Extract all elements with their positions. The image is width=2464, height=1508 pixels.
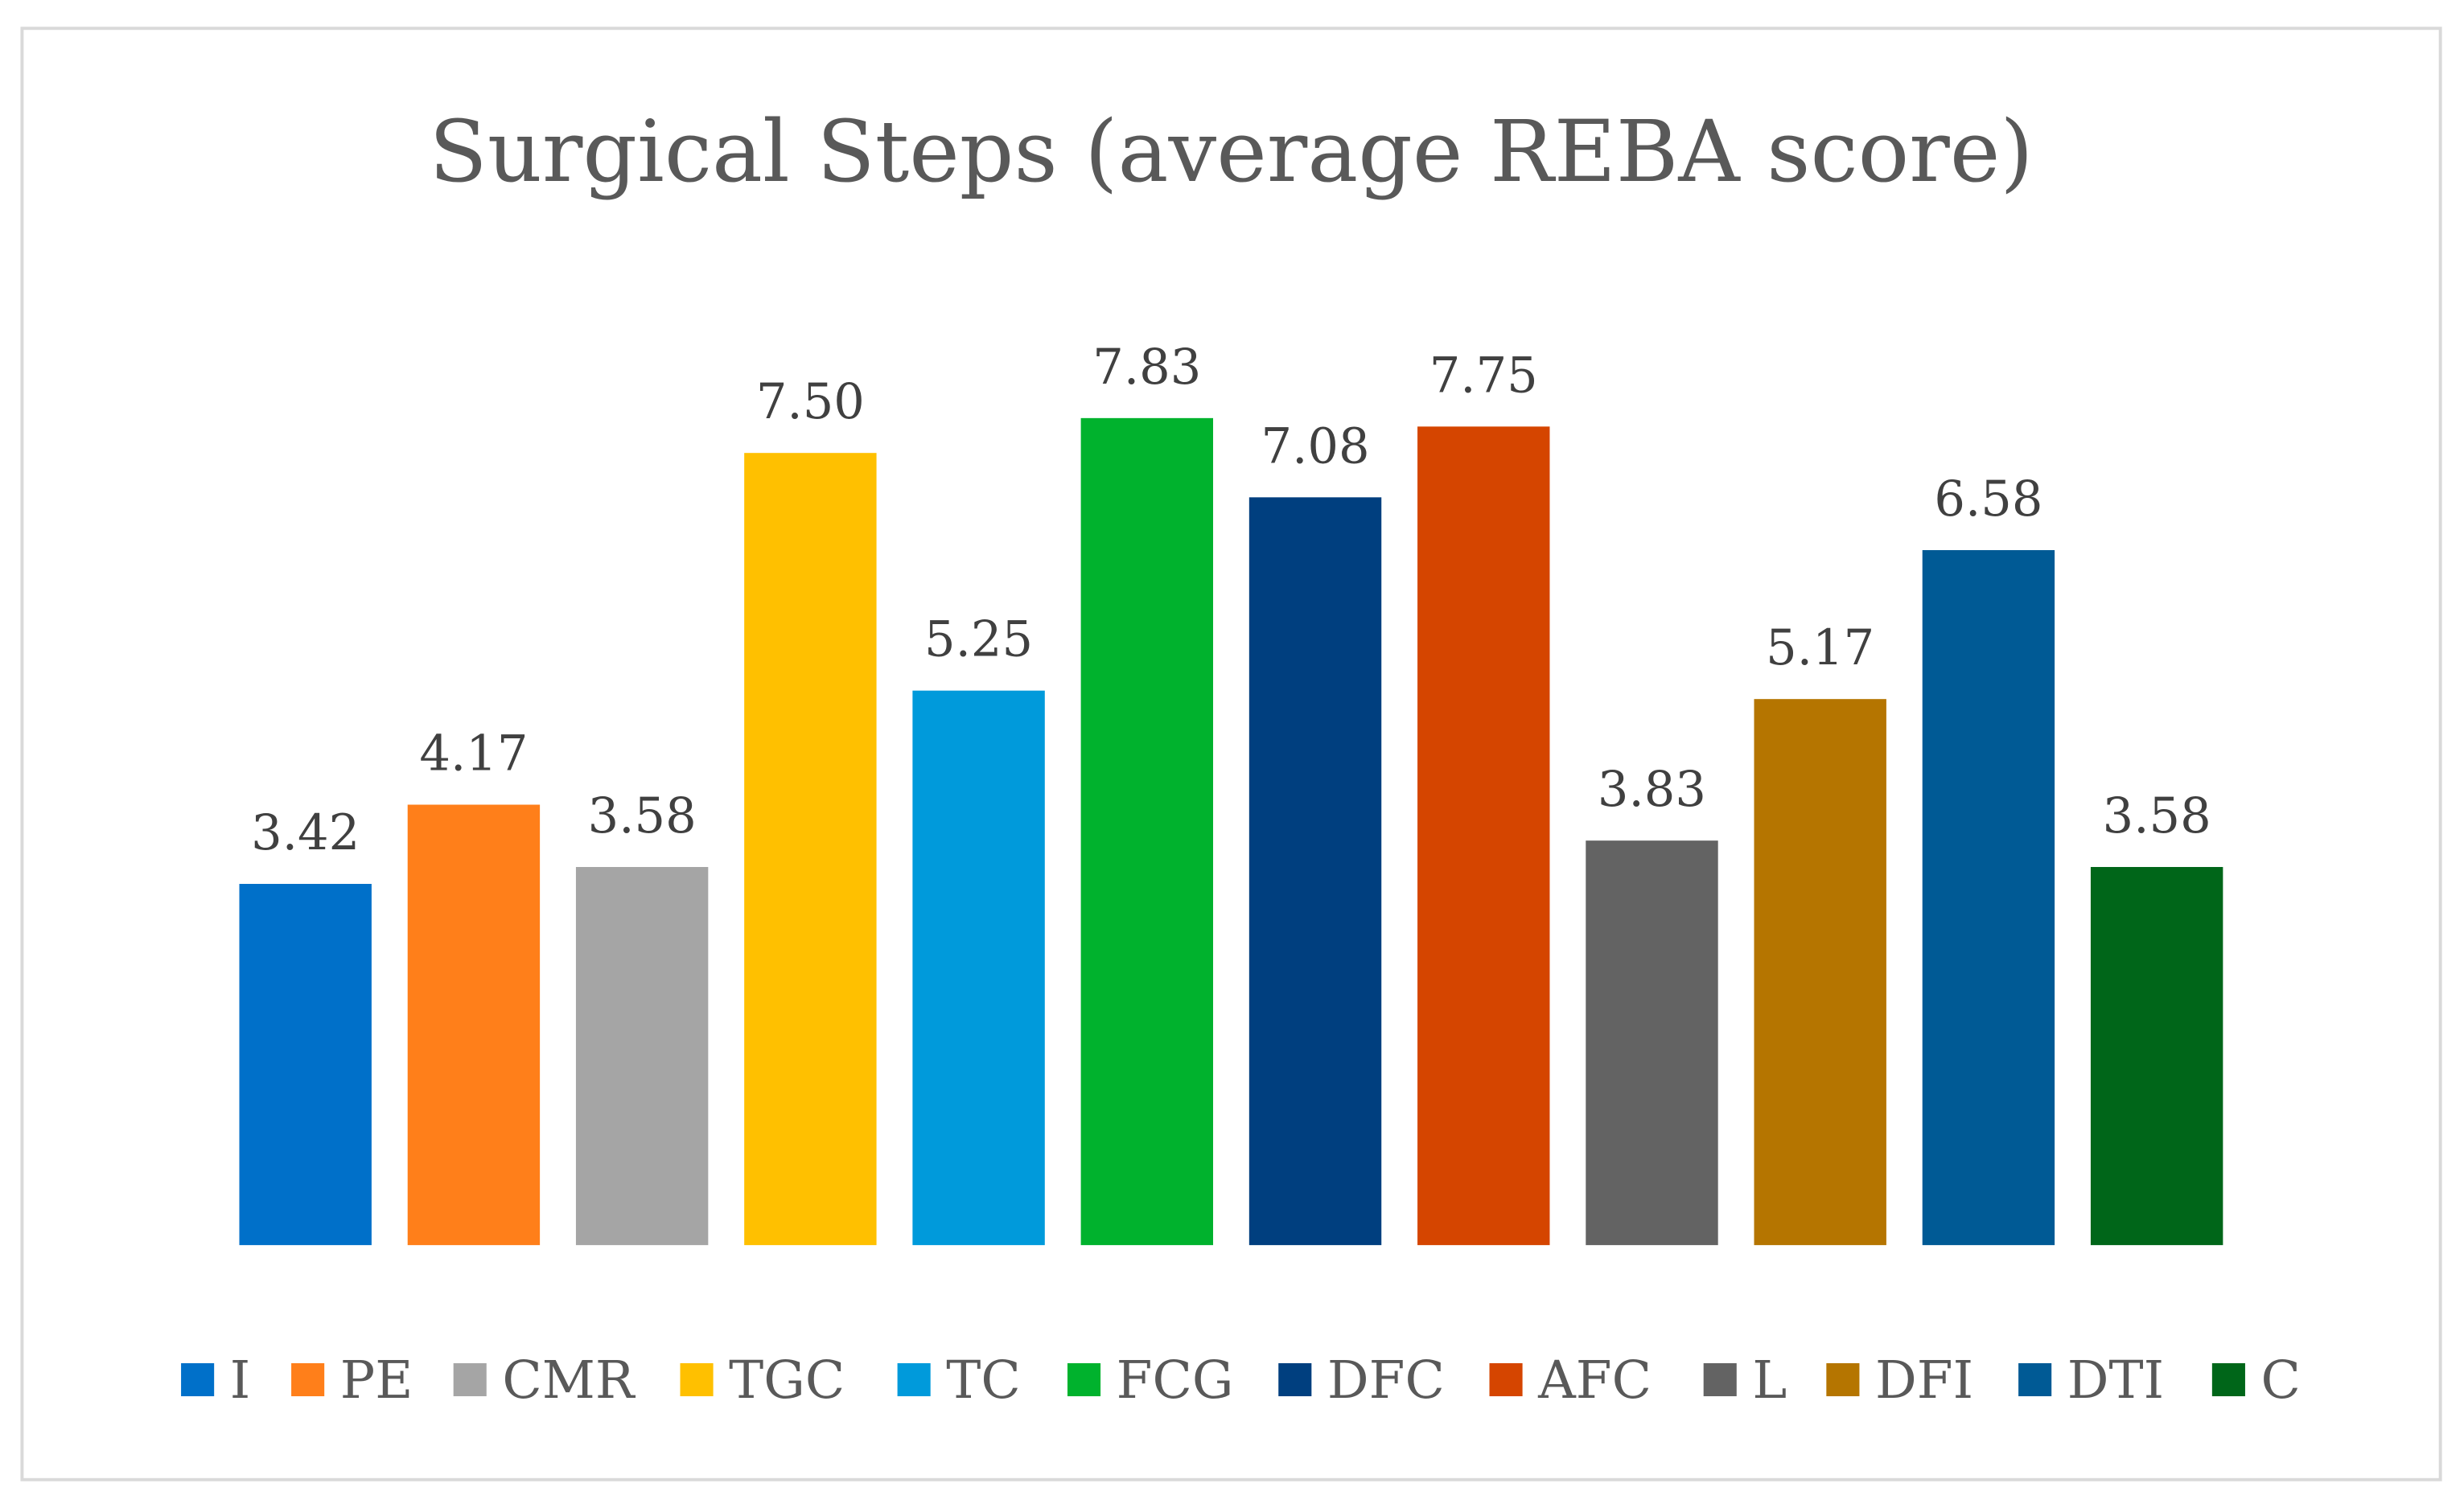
legend-label: DFC [1327,1350,1445,1411]
legend-label: FCG [1117,1350,1234,1411]
bar-afc [1417,426,1550,1246]
legend-swatch [2211,1362,2245,1397]
legend-label: I [230,1350,251,1411]
value-label-dfi: 5.17 [1766,620,1874,676]
bar-dfi [1754,699,1886,1246]
legend-swatch [897,1362,931,1397]
value-label-tc: 5.25 [924,612,1033,668]
value-label-dfc: 7.08 [1261,418,1370,475]
legend-label: DTI [2067,1350,2164,1411]
bar-fcg [1080,417,1214,1246]
legend-swatch [680,1362,714,1397]
legend-item-dfc: DFC [1278,1350,1445,1411]
value-label-fcg: 7.83 [1092,339,1201,396]
value-label-afc: 7.75 [1429,347,1538,404]
legend-label: TC [946,1350,1020,1411]
legend-swatch [181,1362,215,1397]
bar-c [2090,866,2223,1246]
legend-swatch [1489,1362,1523,1397]
bar-tc [912,690,1045,1246]
bar-pe [407,804,541,1246]
legend-label: CMR [502,1350,636,1411]
legend-swatch [453,1362,487,1397]
bar-dti [1922,550,2055,1246]
bar-l [1586,840,1718,1246]
bar-i [239,884,372,1246]
legend-label: PE [340,1350,413,1411]
legend-item-l: L [1703,1350,1787,1411]
legend-swatch [1278,1362,1312,1397]
bars-group [239,417,2223,1246]
legend-item-tgc: TGC [680,1350,845,1411]
value-label-cmr: 3.58 [588,788,697,844]
value-label-dti: 6.58 [1934,471,2042,528]
legend-swatch [1703,1362,1737,1397]
bar-cmr [575,866,709,1246]
value-label-tgc: 7.50 [756,374,865,430]
legend-label: AFC [1537,1350,1652,1411]
legend-swatch [1067,1362,1101,1397]
value-labels-group: 3.42 4.17 3.58 7.50 5.25 7.83 7.08 7.75 3.83 5.17… [251,339,2211,861]
bar-dfc [1248,497,1382,1246]
chart-border [20,27,2442,1481]
legend-item-i: I [181,1350,250,1411]
legend-label: C [2261,1350,2301,1411]
legend-item-tc: TC [897,1350,1021,1411]
legend-item-c: C [2211,1350,2301,1411]
chart-title: Surgical Steps (average REBA score) [429,102,2033,201]
bar-tgc [744,453,877,1246]
legend-swatch [1826,1362,1860,1397]
legend: I PE CMR TGC TC FCG DFC AFC L DFI DTI C [181,1350,2301,1411]
value-label-l: 3.83 [1598,762,1706,818]
value-label-i: 3.42 [251,805,360,861]
legend-label: DFI [1875,1350,1973,1411]
legend-item-cmr: CMR [453,1350,636,1411]
legend-item-dti: DTI [2018,1350,2164,1411]
legend-swatch [291,1362,325,1397]
legend-item-afc: AFC [1489,1350,1652,1411]
value-label-pe: 4.17 [419,725,528,782]
legend-label: L [1752,1350,1787,1411]
legend-swatch [2018,1362,2052,1397]
legend-item-fcg: FCG [1067,1350,1233,1411]
legend-label: TGC [729,1350,845,1411]
legend-item-dfi: DFI [1826,1350,1973,1411]
legend-item-pe: PE [291,1350,413,1411]
value-label-c: 3.58 [2103,788,2211,844]
